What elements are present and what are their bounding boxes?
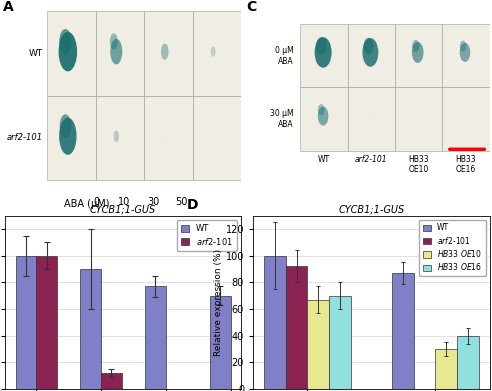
Bar xyxy=(47,96,96,180)
Ellipse shape xyxy=(460,43,470,62)
Ellipse shape xyxy=(110,33,118,50)
Ellipse shape xyxy=(318,106,329,126)
Bar xyxy=(301,88,348,151)
Ellipse shape xyxy=(314,37,332,68)
Ellipse shape xyxy=(364,38,373,54)
Ellipse shape xyxy=(316,37,327,55)
Ellipse shape xyxy=(460,41,466,52)
Bar xyxy=(301,24,348,88)
Ellipse shape xyxy=(59,32,77,72)
Text: 30 μM
ABA: 30 μM ABA xyxy=(270,109,293,129)
Bar xyxy=(96,11,144,96)
Title: CYCB1;1-GUS: CYCB1;1-GUS xyxy=(90,205,156,215)
Ellipse shape xyxy=(60,114,71,138)
Text: WT: WT xyxy=(29,49,43,58)
Ellipse shape xyxy=(114,131,119,142)
Title: CYCB1;1-GUS: CYCB1;1-GUS xyxy=(338,205,404,215)
Bar xyxy=(16,256,36,389)
Text: 0: 0 xyxy=(93,197,99,208)
Ellipse shape xyxy=(412,42,424,63)
Bar xyxy=(144,11,193,96)
Text: 10: 10 xyxy=(119,197,130,208)
Ellipse shape xyxy=(363,38,378,67)
Bar xyxy=(442,24,490,88)
Bar xyxy=(101,373,122,389)
Bar xyxy=(47,11,96,96)
Text: 0 μM
ABA: 0 μM ABA xyxy=(275,46,293,66)
Bar xyxy=(264,256,286,389)
Text: arf2-101: arf2-101 xyxy=(6,133,43,142)
Ellipse shape xyxy=(370,115,371,117)
Bar xyxy=(210,296,231,389)
Text: 30: 30 xyxy=(147,197,159,208)
Ellipse shape xyxy=(318,104,325,115)
Text: C: C xyxy=(246,0,256,14)
Bar xyxy=(80,269,101,389)
Bar xyxy=(442,88,490,151)
Bar xyxy=(193,96,241,180)
Legend: WT, $\it{arf2}$-101: WT, $\it{arf2}$-101 xyxy=(177,220,237,251)
Bar xyxy=(392,273,414,389)
Bar xyxy=(286,266,308,389)
Bar xyxy=(348,24,395,88)
Bar xyxy=(348,88,395,151)
Ellipse shape xyxy=(211,47,215,57)
Text: 50: 50 xyxy=(175,197,188,208)
Bar xyxy=(36,256,57,389)
Bar xyxy=(96,96,144,180)
Bar xyxy=(457,336,479,389)
Ellipse shape xyxy=(59,29,71,54)
Bar xyxy=(395,88,442,151)
Ellipse shape xyxy=(412,40,419,52)
Bar xyxy=(144,96,193,180)
Bar xyxy=(329,296,351,389)
Ellipse shape xyxy=(59,118,77,155)
Text: A: A xyxy=(2,0,13,14)
Text: HB33
OE16: HB33 OE16 xyxy=(456,155,476,174)
Bar xyxy=(308,300,329,389)
Ellipse shape xyxy=(110,39,123,65)
Text: arf2-101: arf2-101 xyxy=(355,155,388,164)
Legend: WT, $\it{arf2}$-101, $\it{HB33\ OE10}$, $\it{HB33\ OE16}$: WT, $\it{arf2}$-101, $\it{HB33\ OE10}$, … xyxy=(419,220,486,276)
Bar xyxy=(395,24,442,88)
Y-axis label: Relative expression (%): Relative expression (%) xyxy=(214,249,223,356)
Text: HB33
OE10: HB33 OE10 xyxy=(408,155,429,174)
Bar xyxy=(193,11,241,96)
Text: WT: WT xyxy=(318,155,330,164)
Bar xyxy=(435,349,457,389)
Bar xyxy=(145,287,166,389)
Text: D: D xyxy=(187,199,198,212)
Ellipse shape xyxy=(161,43,169,60)
Ellipse shape xyxy=(164,135,165,137)
Text: ABA (μM): ABA (μM) xyxy=(64,199,109,210)
